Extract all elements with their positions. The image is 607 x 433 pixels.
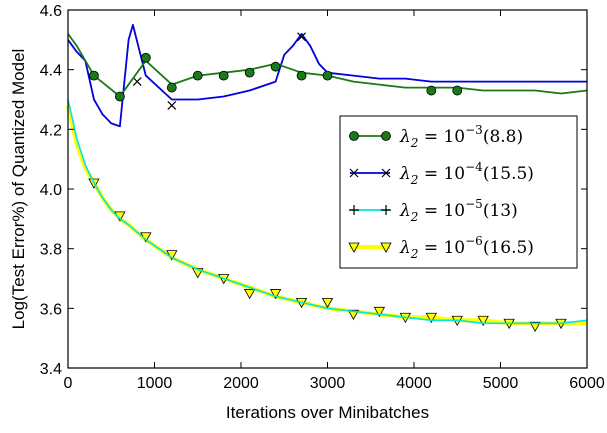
series-marker — [529, 321, 541, 333]
series-marker — [167, 101, 177, 110]
series-marker — [132, 77, 142, 87]
x-tick-label: 0 — [64, 375, 73, 392]
series-marker — [322, 70, 333, 81]
y-tick-label: 3.8 — [40, 242, 62, 259]
series-line — [67, 99, 588, 325]
y-tick-label: 4.2 — [40, 122, 62, 139]
series-layer — [66, 23, 588, 333]
legend-label: λ2 = 10−5(13) — [399, 197, 518, 224]
y-tick-label: 4.4 — [40, 63, 62, 80]
x-tick-label: 4000 — [396, 375, 432, 392]
series-marker — [477, 315, 489, 327]
series-marker — [373, 306, 386, 318]
series-line — [67, 33, 588, 98]
legend-marker — [348, 242, 360, 253]
series-marker — [426, 85, 437, 96]
legend-label: λ2 = 10−4(15.5) — [399, 160, 534, 187]
series-marker — [244, 67, 255, 78]
series-2 — [67, 23, 587, 128]
legend-marker — [381, 205, 391, 215]
legend-entry: λ2 = 10−6(16.5) — [348, 234, 534, 261]
series-marker — [347, 309, 360, 321]
legend-marker — [349, 131, 359, 141]
series-marker — [269, 289, 282, 300]
legend-marker — [349, 168, 359, 178]
y-tick-label: 3.4 — [40, 361, 62, 378]
legend-marker — [380, 242, 392, 253]
series-line — [67, 23, 587, 128]
legend-marker — [349, 205, 359, 215]
legend-entry: λ2 = 10−3(8.8) — [349, 123, 523, 150]
legend: λ2 = 10−3(8.8) λ2 = 10−4(15.5) λ2 = 10−5(1… — [339, 115, 578, 269]
legend-box — [339, 115, 578, 269]
series-marker — [296, 70, 307, 81]
series-3 — [67, 99, 588, 325]
legend-marker — [381, 131, 391, 141]
legend-label: λ2 = 10−6(16.5) — [399, 234, 534, 261]
x-tick-label: 6000 — [569, 375, 605, 392]
series-marker — [452, 85, 463, 96]
legend-entry: λ2 = 10−4(15.5) — [349, 160, 534, 187]
y-tick-label: 3.6 — [40, 301, 62, 318]
series-marker — [89, 70, 99, 81]
legend-entry: λ2 = 10−5(13) — [349, 197, 518, 224]
series-marker — [192, 70, 203, 81]
y-tick-label: 4.0 — [40, 182, 62, 199]
x-tick-label: 1000 — [137, 375, 173, 392]
series-marker — [321, 297, 334, 309]
y-axis-label: Log(Test Error%) of Quantized Model — [9, 49, 28, 330]
series-marker — [166, 82, 177, 93]
series-marker — [425, 312, 437, 324]
legend-label: λ2 = 10−3(8.8) — [399, 123, 523, 150]
series-1 — [67, 33, 588, 102]
axis-ticks: 0 1000 2000 3000 4000 5000 6000 3.4 3.6 3.8 4.0 4.2… — [40, 3, 605, 392]
series-marker — [243, 289, 256, 300]
x-axis-label: Iterations over Minibatches — [226, 403, 429, 422]
series-marker — [115, 91, 125, 102]
y-tick-label: 4.6 — [40, 3, 62, 20]
x-tick-label: 5000 — [483, 375, 519, 392]
legend-marker — [381, 168, 391, 178]
series-marker — [297, 32, 306, 42]
series-marker — [218, 70, 229, 81]
x-tick-label: 2000 — [223, 375, 259, 392]
series-marker — [270, 61, 281, 72]
series-marker — [140, 52, 151, 63]
x-tick-label: 3000 — [310, 375, 346, 392]
